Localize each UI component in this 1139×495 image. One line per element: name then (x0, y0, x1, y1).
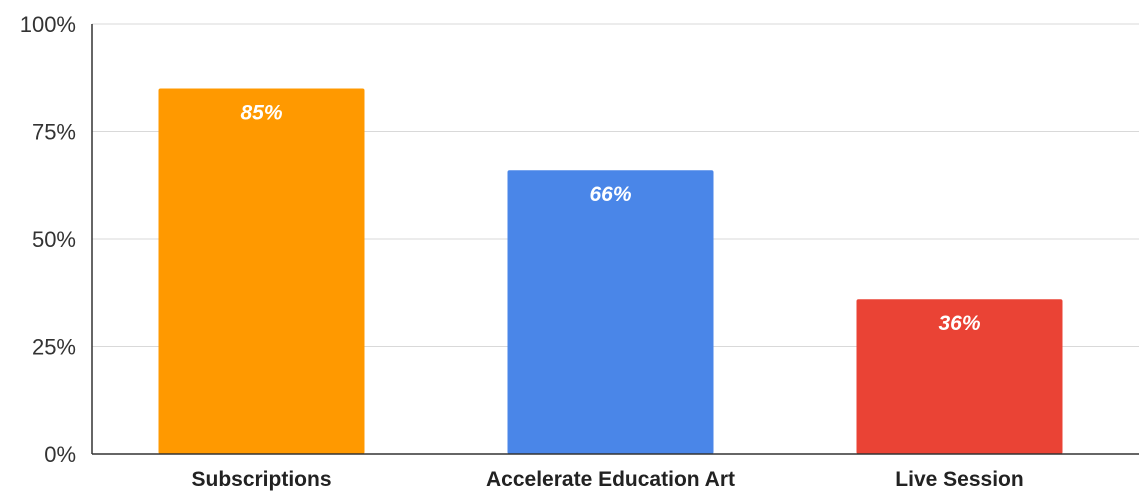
bar-3 (856, 299, 1063, 454)
y-tick-label: 100% (20, 12, 76, 37)
y-tick-label: 25% (32, 335, 76, 360)
x-category-label: Live Session (895, 468, 1023, 491)
bar-data-label: 36% (938, 312, 980, 335)
bar-2 (507, 170, 714, 454)
y-tick-label: 0% (44, 442, 76, 467)
bar-data-label: 66% (589, 183, 631, 206)
axes (91, 24, 1139, 455)
y-tick-label: 75% (32, 120, 76, 145)
x-category-label: Accelerate Education Art (486, 468, 735, 491)
labels: 0% 25% 50% 75% 100% 85% Subscriptions 66% Accele… (20, 12, 1024, 491)
x-category-label: Subscriptions (191, 468, 331, 491)
bars (158, 88, 1063, 454)
y-tick-label: 50% (32, 227, 76, 252)
bar-data-label: 85% (240, 102, 282, 125)
bar-1 (158, 88, 365, 454)
